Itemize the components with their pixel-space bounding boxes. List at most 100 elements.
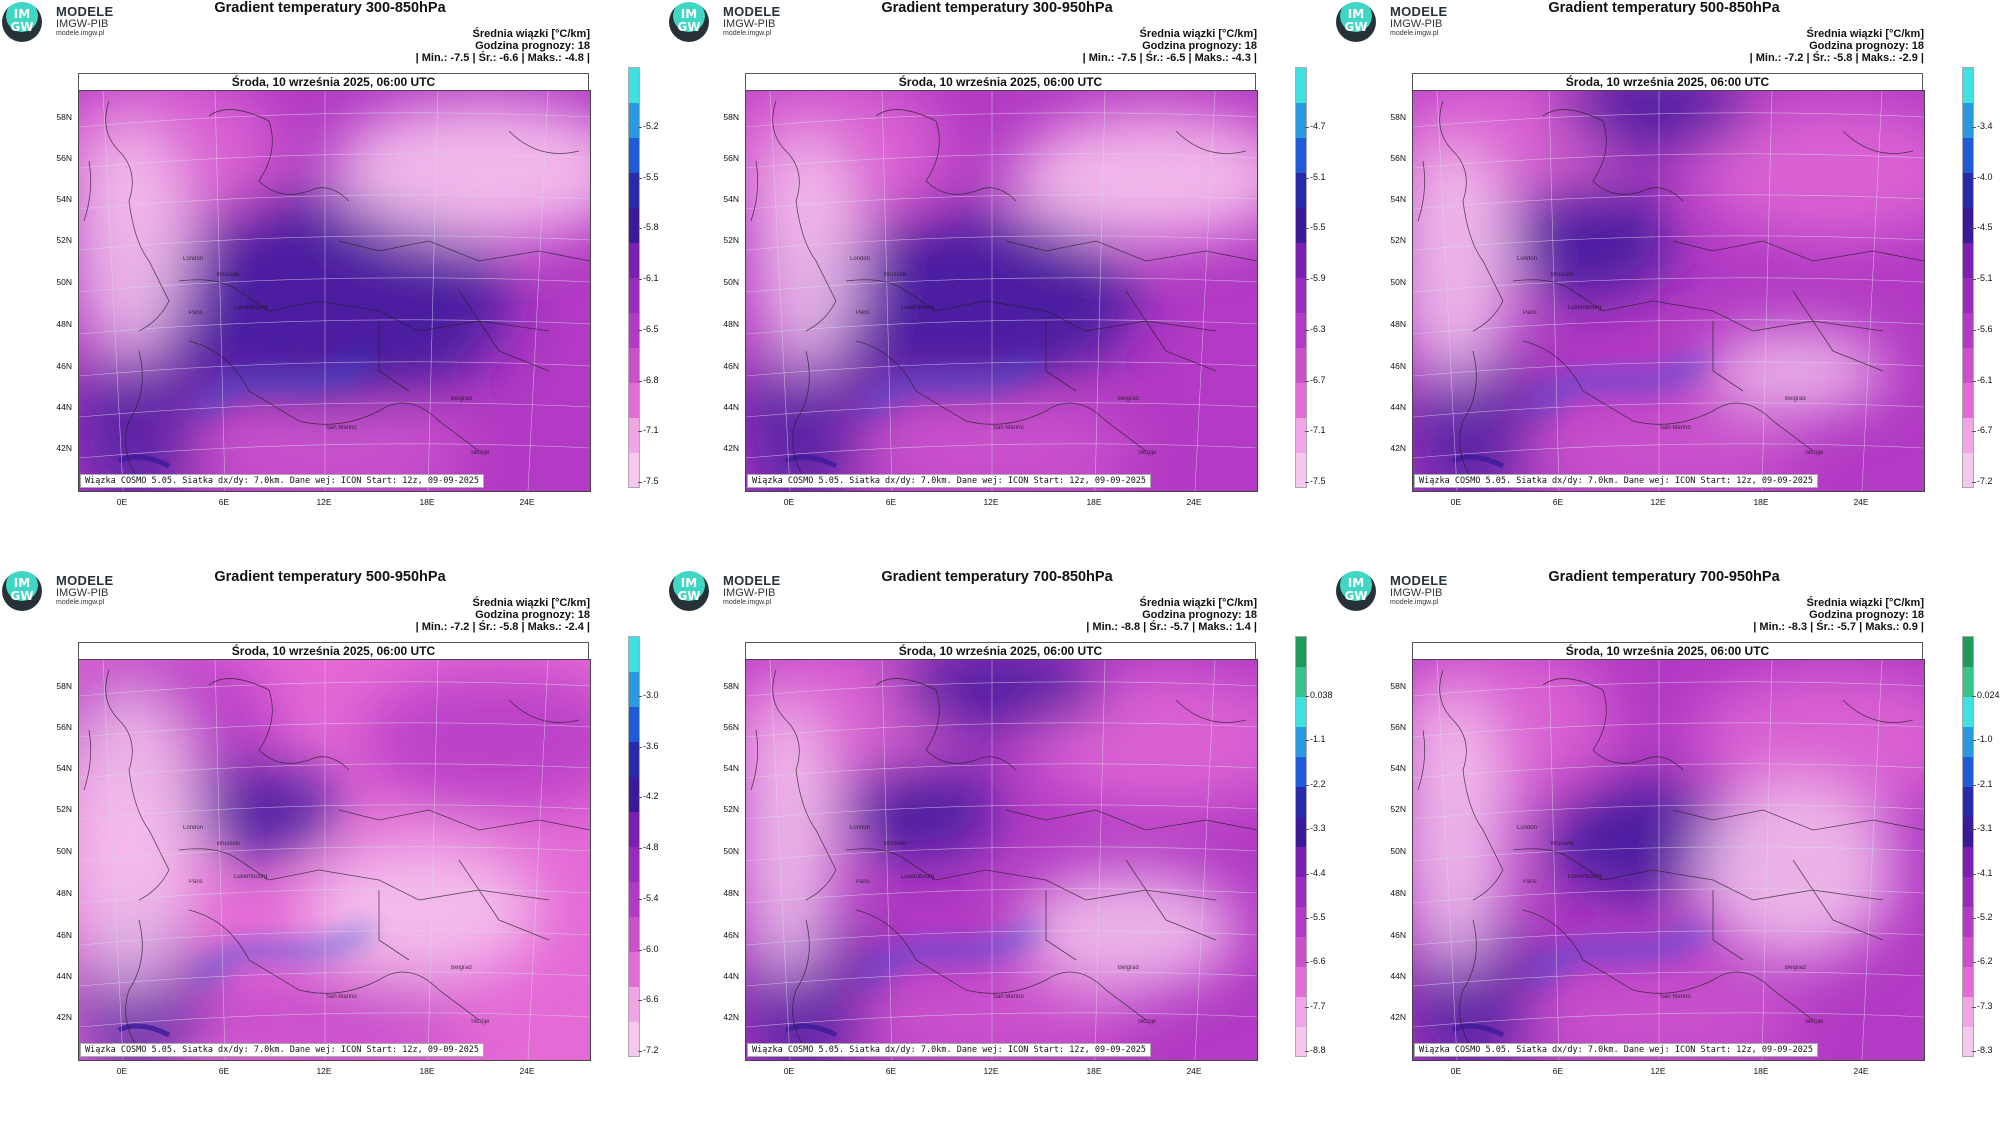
colorbar-tick bbox=[1305, 380, 1309, 382]
colorbar-segment bbox=[1963, 816, 1973, 847]
valid-date: Środa, 10 września 2025, 06:00 UTC bbox=[745, 642, 1256, 660]
lat-label: 52N bbox=[723, 804, 739, 814]
colorbar-tick bbox=[1305, 228, 1309, 230]
colorbar-tick bbox=[638, 482, 642, 483]
lat-label: 50N bbox=[56, 277, 72, 287]
gradient-map[interactable]: London Brussels Paris Luxembourg Belgrad San … bbox=[1412, 659, 1925, 1061]
lat-label: 42N bbox=[723, 443, 739, 453]
forecast-panel: IM GW MODELE IMGW-PIB modele.imgw.pl Gra… bbox=[0, 569, 666, 1137]
imgw-logo[interactable]: IM GW MODELE IMGW-PIB modele.imgw.pl bbox=[1336, 1, 1456, 43]
colorbar-segment bbox=[1963, 382, 1973, 418]
logo-url: modele.imgw.pl bbox=[56, 599, 105, 606]
city-label: Paris bbox=[1523, 879, 1537, 885]
colorbar-segment bbox=[1963, 102, 1973, 139]
logo-title: MODELE bbox=[56, 4, 114, 19]
colorbar-segment bbox=[629, 741, 639, 778]
imgw-logo[interactable]: IM GW MODELE IMGW-PIB modele.imgw.pl bbox=[669, 570, 789, 612]
colorbar-tick-label: -5.4 bbox=[643, 892, 659, 903]
colorbar-tick bbox=[1972, 279, 1976, 281]
city-label: Brussels bbox=[217, 272, 241, 278]
city-label: Luxembourg bbox=[1568, 305, 1602, 311]
colorbar-tick bbox=[1972, 482, 1976, 483]
lat-label: 54N bbox=[723, 763, 739, 773]
colorbar-segment bbox=[1963, 696, 1973, 728]
colorbar-segment bbox=[1963, 68, 1973, 104]
colorbar-segment bbox=[629, 68, 639, 104]
imgw-logo[interactable]: IM GW MODELE IMGW-PIB modele.imgw.pl bbox=[2, 570, 122, 612]
colorbar-tick bbox=[1972, 228, 1976, 230]
colorbar-tick-label: -1.0 bbox=[1977, 734, 1993, 745]
city-label: Luxembourg bbox=[234, 874, 268, 880]
city-label: Belgrad bbox=[1785, 965, 1806, 971]
colorbar-tick bbox=[1305, 784, 1309, 786]
lon-label: 12E bbox=[983, 1066, 999, 1076]
lon-label: 24E bbox=[519, 1066, 535, 1076]
lat-label: 58N bbox=[723, 112, 739, 122]
map-svg bbox=[1413, 91, 1924, 491]
colorbar-tick-label: -4.5 bbox=[1977, 222, 1993, 233]
city-label: Brussels bbox=[884, 841, 908, 847]
lat-label: 42N bbox=[723, 1012, 739, 1022]
lat-label: 50N bbox=[723, 846, 739, 856]
gradient-map[interactable]: London Brussels Paris Luxembourg Belgrad San … bbox=[745, 90, 1258, 492]
forecast-hour: Godzina prognozy: 18 bbox=[1142, 609, 1257, 621]
colorbar-tick bbox=[1305, 1051, 1309, 1052]
lat-label: 44N bbox=[723, 402, 739, 412]
logo-subtitle: IMGW-PIB bbox=[56, 18, 109, 30]
colorbar-tick bbox=[1972, 962, 1976, 964]
colorbar-tick-label: -7.2 bbox=[1977, 476, 1993, 486]
imgw-logo[interactable]: IM GW MODELE IMGW-PIB modele.imgw.pl bbox=[1336, 570, 1456, 612]
imgw-logo[interactable]: IM GW MODELE IMGW-PIB modele.imgw.pl bbox=[2, 1, 122, 43]
colorbar bbox=[1962, 67, 1974, 488]
colorbar-segment bbox=[1296, 637, 1306, 668]
unit-line: Średnia wiązki [°C/km] bbox=[1806, 28, 1925, 40]
lat-label: 46N bbox=[1390, 930, 1406, 940]
city-label: Luxembourg bbox=[1568, 874, 1602, 880]
colorbar-segment bbox=[1963, 786, 1973, 818]
valid-date: Środa, 10 września 2025, 06:00 UTC bbox=[78, 73, 589, 91]
colorbar-tick bbox=[638, 127, 642, 128]
forecast-hour: Godzina prognozy: 18 bbox=[475, 609, 590, 621]
panel-title: Gradient temperatury 300-850hPa bbox=[214, 0, 446, 16]
lat-label: 44N bbox=[56, 402, 72, 412]
colorbar-segment bbox=[1963, 277, 1973, 313]
lon-label: 24E bbox=[1186, 1066, 1202, 1076]
gradient-map[interactable]: London Brussels Paris Luxembourg Belgrad San … bbox=[78, 659, 591, 1061]
city-label: Paris bbox=[189, 310, 203, 316]
stat-min: -8.8 bbox=[1121, 621, 1141, 633]
city-label: Skopje bbox=[1138, 450, 1157, 456]
colorbar-segment bbox=[629, 811, 639, 847]
colorbar-tick-label: -7.5 bbox=[1310, 476, 1326, 486]
gradient-map[interactable]: London Brussels Paris Luxembourg Belgrad San … bbox=[1412, 90, 1925, 492]
lat-label: 48N bbox=[723, 888, 739, 898]
map-svg bbox=[1413, 660, 1924, 1060]
lat-label: 58N bbox=[1390, 681, 1406, 691]
unit-line: Średnia wiązki [°C/km] bbox=[1139, 597, 1258, 609]
colorbar-segment bbox=[1963, 137, 1973, 174]
colorbar-segment bbox=[1296, 906, 1306, 937]
colorbar-tick-label: -6.8 bbox=[643, 374, 659, 385]
city-label: Paris bbox=[189, 879, 203, 885]
panel-title: Gradient temperatury 500-850hPa bbox=[1548, 0, 1780, 16]
colorbar-tick bbox=[638, 177, 642, 179]
imgw-logo[interactable]: IM GW MODELE IMGW-PIB modele.imgw.pl bbox=[669, 1, 789, 43]
gradient-map[interactable]: London Brussels Paris Luxembourg Belgrad San … bbox=[78, 90, 591, 492]
lat-label: 50N bbox=[56, 846, 72, 856]
colorbar-segment bbox=[1296, 756, 1306, 788]
lat-label: 50N bbox=[1390, 277, 1406, 287]
model-note: Wiązka COSMO 5.05. Siatka dx/dy: 7.0km. … bbox=[1414, 474, 1819, 488]
colorbar-tick bbox=[1972, 696, 1976, 697]
gradient-map[interactable]: London Brussels Paris Luxembourg Belgrad San … bbox=[745, 659, 1258, 1061]
stat-avg: -6.6 bbox=[499, 52, 519, 64]
colorbar-segment bbox=[1296, 876, 1306, 907]
colorbar-segment bbox=[629, 916, 639, 952]
colorbar-segment bbox=[629, 417, 639, 453]
colorbar-segment bbox=[1296, 382, 1306, 418]
colorbar-segment bbox=[629, 347, 639, 383]
lat-label: 42N bbox=[56, 1012, 72, 1022]
colorbar-tick bbox=[638, 746, 642, 748]
unit-line: Średnia wiązki [°C/km] bbox=[1139, 28, 1258, 40]
colorbar-segment bbox=[1296, 312, 1306, 348]
city-label: Skopje bbox=[1805, 450, 1824, 456]
colorbar-tick-label: 0.038 bbox=[1310, 690, 1333, 700]
